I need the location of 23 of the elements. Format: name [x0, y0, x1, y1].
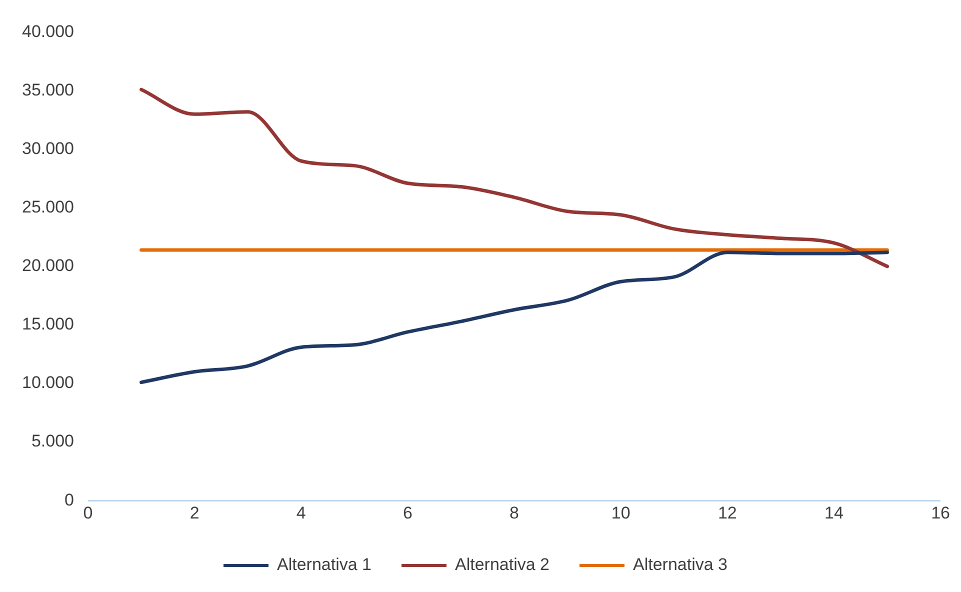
y-tick-label: 25.000 [22, 198, 74, 217]
y-tick-label: 40.000 [22, 22, 74, 41]
x-tick-label: 0 [83, 503, 93, 522]
x-tick-label: 14 [824, 503, 844, 522]
x-tick-label: 4 [296, 503, 306, 522]
x-tick-label: 6 [402, 503, 412, 522]
legend-label: Alternativa 1 [277, 555, 372, 574]
legend-label: Alternativa 2 [455, 555, 550, 574]
y-tick-label: 35.000 [22, 80, 74, 100]
legend-label: Alternativa 3 [633, 555, 728, 574]
y-tick-label: 0 [64, 490, 74, 510]
y-tick-label: 15.000 [22, 314, 74, 334]
x-tick-label: 12 [718, 503, 737, 522]
x-tick-label: 10 [611, 503, 630, 522]
x-tick-label: 2 [190, 503, 200, 522]
line-series [140, 88, 890, 268]
x-tick-label: 8 [510, 503, 520, 522]
y-tick-label: 20.000 [22, 256, 74, 276]
y-tick-label: 10.000 [22, 373, 74, 392]
y-tick-label: 5.000 [31, 432, 74, 451]
x-tick-label: 16 [931, 503, 950, 522]
line-series [140, 250, 890, 384]
y-tick-label: 30.000 [22, 138, 74, 158]
